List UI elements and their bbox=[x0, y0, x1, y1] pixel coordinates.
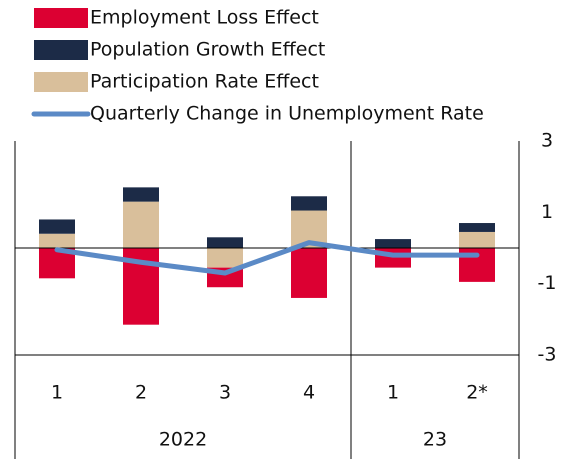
legend-swatch bbox=[34, 40, 88, 60]
legend-swatch bbox=[34, 8, 88, 28]
group-label: 2022 bbox=[159, 429, 207, 451]
bar-segment bbox=[39, 233, 75, 248]
bar-segment bbox=[207, 248, 243, 268]
line-series bbox=[54, 240, 480, 276]
legend-label: Employment Loss Effect bbox=[90, 7, 319, 29]
legend-swatch bbox=[34, 72, 88, 92]
x-tick-label: 3 bbox=[219, 382, 231, 404]
x-tick-label: 4 bbox=[303, 382, 315, 404]
bar-segment bbox=[207, 237, 243, 248]
x-tick-label: 1 bbox=[387, 382, 399, 404]
bar-segment bbox=[123, 187, 159, 202]
bar-segment bbox=[291, 248, 327, 298]
bar-segment bbox=[459, 231, 495, 248]
y-tick-label: 1 bbox=[541, 201, 553, 223]
legend-label: Quarterly Change in Unemployment Rate bbox=[90, 103, 484, 125]
legend-label: Participation Rate Effect bbox=[90, 71, 319, 93]
y-tick-label: -1 bbox=[538, 272, 557, 294]
x-tick-label: 2 bbox=[135, 382, 147, 404]
y-tick-label: -3 bbox=[538, 344, 557, 366]
bar-segment bbox=[291, 196, 327, 211]
bar-segment bbox=[459, 223, 495, 232]
y-tick-label: 3 bbox=[541, 130, 553, 152]
x-tick-label: 1 bbox=[51, 382, 63, 404]
group-label: 23 bbox=[423, 429, 447, 451]
bar-segment bbox=[123, 201, 159, 248]
legend-label: Population Growth Effect bbox=[90, 39, 325, 61]
x-tick-label: 2* bbox=[466, 382, 488, 404]
bar-segment bbox=[39, 219, 75, 234]
bar-segment bbox=[375, 239, 411, 248]
